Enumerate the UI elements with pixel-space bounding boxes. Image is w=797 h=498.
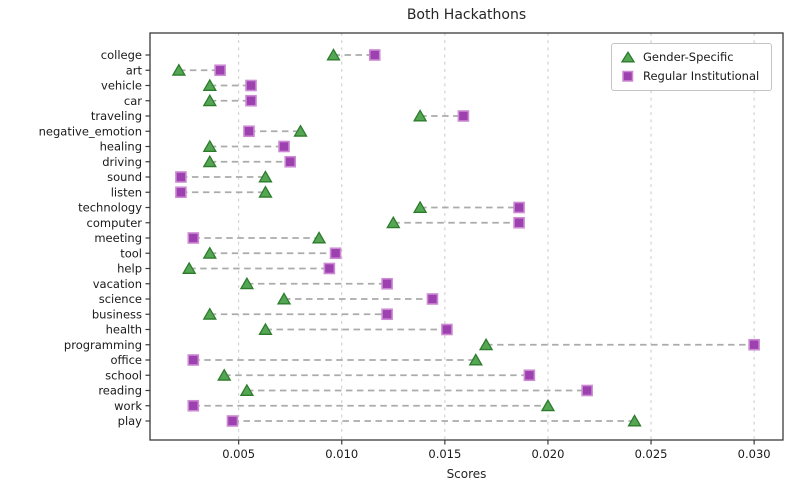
- regular-institutional-marker: [748, 338, 760, 351]
- x-axis-label: Scores: [446, 467, 487, 481]
- regular-institutional-marker: [245, 94, 257, 107]
- gender-specific-marker: [478, 337, 494, 351]
- y-axis-label: meeting: [94, 231, 142, 245]
- regular-institutional-marker: [457, 110, 470, 122]
- y-axis-label: vacation: [93, 277, 142, 291]
- gender-specific-marker: [202, 93, 217, 107]
- legend-item-gender-specific: Gender-Specific: [621, 50, 759, 64]
- y-axis-label: science: [99, 292, 142, 306]
- y-axis-label: office: [110, 353, 142, 367]
- y-axis-label: listen: [111, 185, 142, 199]
- gender-specific-marker: [412, 109, 428, 122]
- gender-specific-marker: [326, 48, 341, 61]
- y-axis-label: technology: [78, 201, 142, 215]
- gender-specific-marker: [258, 170, 273, 183]
- regular-institutional-marker: [513, 216, 525, 229]
- y-axis-label: college: [101, 48, 142, 62]
- y-axis-label: help: [117, 262, 142, 276]
- regular-institutional-marker: [214, 64, 226, 77]
- y-axis-label: traveling: [91, 109, 142, 123]
- regular-institutional-marker: [187, 232, 200, 244]
- gender-specific-marker: [202, 78, 217, 91]
- plot-border: [149, 32, 784, 441]
- y-axis-label: health: [106, 323, 142, 337]
- y-axis-label: driving: [102, 155, 142, 169]
- chart-title: Both Hackathons: [406, 7, 527, 23]
- x-tick-label: 0.025: [635, 447, 668, 461]
- x-tick-label: 0.005: [222, 447, 255, 461]
- regular-institutional-marker: [187, 354, 200, 366]
- y-axis-label: school: [105, 368, 142, 382]
- gender-specific-marker: [386, 215, 401, 229]
- y-axis-label: negative_emotion: [39, 124, 142, 138]
- y-axis-label: car: [124, 94, 142, 108]
- gender-specific-marker: [468, 353, 483, 366]
- y-axis-label: computer: [87, 216, 143, 230]
- regular-institutional-marker: [175, 186, 187, 199]
- gender-specific-marker: [217, 368, 232, 381]
- x-tick-label: 0.020: [531, 447, 564, 461]
- gender-specific-marker: [239, 276, 255, 290]
- regular-institutional-marker: [441, 323, 453, 336]
- y-axis-label: work: [114, 399, 142, 413]
- square-marker-icon: [622, 70, 634, 82]
- gender-specific-marker: [540, 398, 556, 412]
- gender-specific-marker: [202, 154, 217, 168]
- regular-institutional-marker: [278, 140, 290, 153]
- gender-specific-marker: [258, 322, 273, 335]
- gender-specific-marker: [171, 63, 186, 76]
- regular-institutional-marker: [284, 155, 297, 168]
- gender-specific-marker: [412, 200, 428, 213]
- y-axis-label: play: [118, 414, 143, 428]
- regular-institutional-marker: [426, 293, 439, 305]
- y-axis-label: reading: [98, 384, 142, 398]
- regular-institutional-marker: [513, 201, 525, 214]
- gender-specific-marker: [293, 124, 308, 137]
- regular-institutional-marker: [175, 171, 187, 183]
- gender-specific-marker: [627, 414, 642, 427]
- regular-institutional-marker: [323, 262, 336, 275]
- regular-institutional-marker: [245, 79, 257, 92]
- regular-institutional-marker: [368, 49, 381, 61]
- regular-institutional-marker: [329, 247, 342, 260]
- y-axis-label: art: [126, 63, 143, 77]
- regular-institutional-marker: [381, 308, 393, 321]
- regular-institutional-marker: [581, 384, 593, 397]
- regular-institutional-marker: [243, 125, 255, 138]
- regular-institutional-marker: [226, 415, 239, 427]
- regular-institutional-marker: [187, 399, 200, 412]
- triangle-marker-icon: [621, 51, 635, 63]
- y-axis-label: sound: [107, 170, 142, 184]
- gender-specific-marker: [258, 185, 273, 198]
- regular-institutional-marker: [523, 369, 536, 382]
- legend-label: Gender-Specific: [643, 50, 734, 64]
- gender-specific-marker: [311, 231, 327, 244]
- gender-specific-marker: [202, 139, 217, 152]
- regular-institutional-marker: [381, 277, 393, 290]
- legend-label: Regular Institutional: [643, 69, 760, 83]
- y-axis-label: programming: [64, 338, 142, 352]
- x-tick-label: 0.010: [325, 447, 358, 461]
- x-tick-label: 0.030: [738, 447, 771, 461]
- gender-specific-marker: [202, 246, 217, 259]
- gender-specific-marker: [182, 261, 197, 274]
- gender-specific-marker: [239, 383, 255, 396]
- legend-item-regular-institutional: Regular Institutional: [621, 69, 759, 83]
- gender-specific-marker: [276, 292, 292, 305]
- y-axis-label: tool: [120, 246, 142, 260]
- legend: Gender-Specific Regular Institutional: [611, 43, 773, 91]
- y-axis-label: vehicle: [101, 79, 142, 93]
- x-tick-label: 0.015: [428, 447, 461, 461]
- y-axis-label: healing: [100, 140, 142, 154]
- y-axis-label: business: [92, 307, 142, 321]
- gender-specific-marker: [202, 307, 217, 320]
